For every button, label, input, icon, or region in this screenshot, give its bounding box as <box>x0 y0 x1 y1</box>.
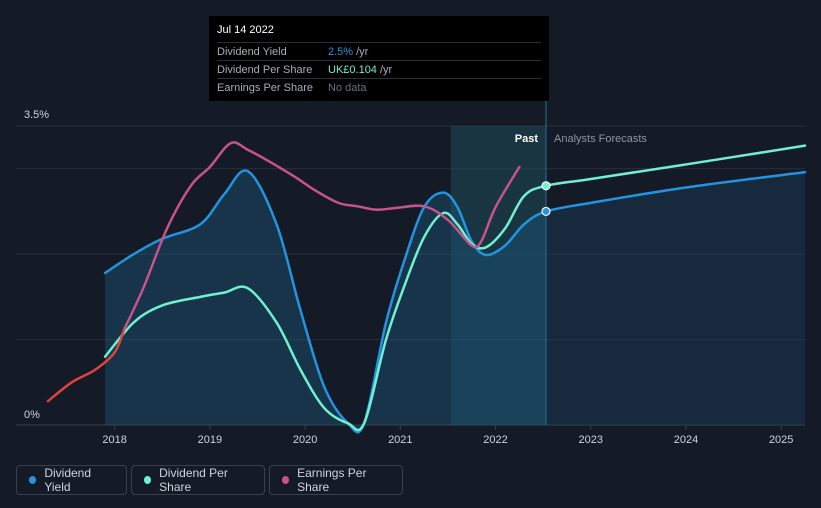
earnings-per-share-line <box>122 141 521 331</box>
forecast-label: Analysts Forecasts <box>554 133 647 145</box>
legend-label: Dividend Yield <box>44 466 92 494</box>
x-tick-label: 2019 <box>198 434 222 446</box>
legend-dividend-per-share[interactable]: Dividend Per Share <box>131 465 265 495</box>
tooltip-row-dividend-per-share: Dividend Per Share UK£0.104 /yr <box>217 60 541 78</box>
y-axis-top-label: 3.5% <box>24 109 49 121</box>
forecast-area <box>546 172 805 425</box>
x-tick-label: 2020 <box>293 434 317 446</box>
legend-dot-icon <box>29 476 37 484</box>
tooltip-unit: /yr <box>356 45 369 58</box>
earnings-per-share-earlier-line <box>46 328 126 403</box>
past-label: Past <box>515 133 539 145</box>
x-axis: 2018 2019 2020 2021 2022 2023 2024 2025 <box>102 425 793 446</box>
gridlines <box>16 125 805 426</box>
legend-earnings-per-share[interactable]: Earnings Per Share <box>269 465 403 495</box>
series-marker <box>541 181 551 191</box>
legend-label: Earnings Per Share <box>297 466 367 494</box>
legend-dividend-yield[interactable]: Dividend Yield <box>16 465 127 495</box>
tooltip-row-earnings-per-share: Earnings Per Share No data <box>217 78 541 96</box>
y-axis-bottom-label: 0% <box>24 409 40 421</box>
series-marker <box>541 206 551 217</box>
dividend-yield-line <box>103 169 807 434</box>
tooltip-label: Dividend Per Share <box>217 63 313 76</box>
legend-dot-icon <box>282 476 290 484</box>
chart-tooltip: Jul 14 2022 Dividend Yield 2.5% /yr Divi… <box>209 16 549 101</box>
tooltip-value: UK£0.104 <box>328 63 377 76</box>
tooltip-date: Jul 14 2022 <box>217 24 274 36</box>
tooltip-unit: /yr <box>379 63 393 76</box>
tooltip-label: Earnings Per Share <box>217 81 313 94</box>
x-tick-label: 2021 <box>388 434 412 446</box>
x-tick-label: 2023 <box>579 434 603 446</box>
tooltip-row-dividend-yield: Dividend Yield 2.5% /yr <box>217 42 541 60</box>
x-tick-label: 2018 <box>102 434 126 446</box>
tooltip-label: Dividend Yield <box>217 45 287 58</box>
tooltip-value: No data <box>328 81 367 94</box>
x-tick-label: 2022 <box>483 434 507 446</box>
legend-dot-icon <box>144 476 152 484</box>
tooltip-value: 2.5% <box>328 45 354 58</box>
dividend-yield-area <box>105 170 547 433</box>
dividend-per-share-line <box>103 144 807 432</box>
x-tick-label: 2024 <box>674 434 698 446</box>
past-highlight-band <box>450 126 547 425</box>
x-tick-label: 2025 <box>769 434 793 446</box>
legend-label: Dividend Per Share <box>159 466 228 494</box>
